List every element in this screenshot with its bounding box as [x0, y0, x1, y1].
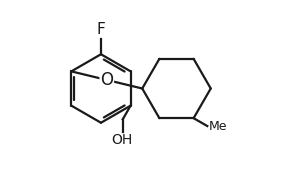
Text: O: O	[100, 71, 113, 89]
Text: Me: Me	[209, 119, 228, 133]
Text: OH: OH	[111, 133, 132, 147]
Text: F: F	[96, 22, 105, 37]
